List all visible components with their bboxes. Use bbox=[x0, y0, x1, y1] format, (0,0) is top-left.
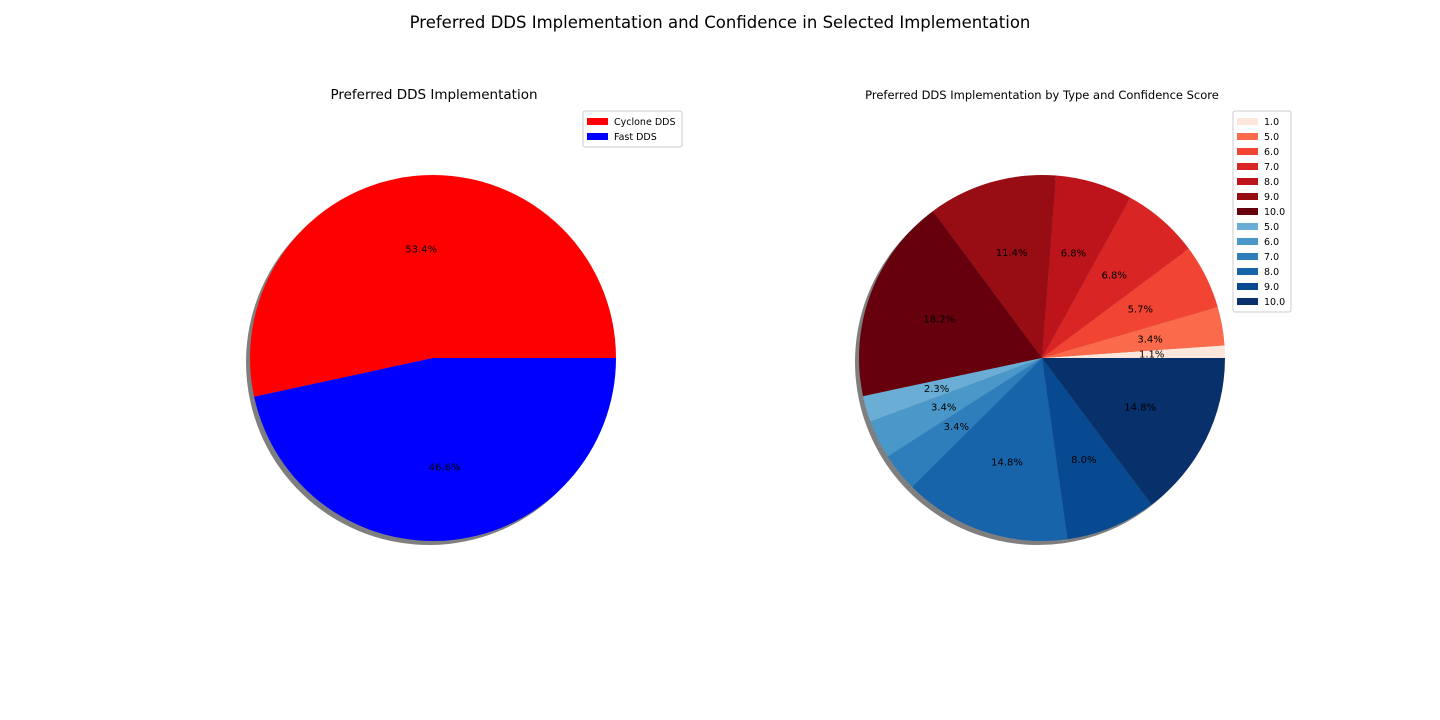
pie-1-legend-swatch-0 bbox=[1237, 118, 1258, 125]
pie-1-legend-swatch-8 bbox=[1237, 238, 1258, 245]
pie-0-slices bbox=[250, 175, 617, 542]
pie-1-pct-label-9: 3.4% bbox=[944, 422, 969, 433]
pie-1-slice-5 bbox=[932, 174, 1057, 358]
pie-1-slice-12 bbox=[1042, 358, 1225, 505]
pie-1-legend-swatch-6 bbox=[1237, 208, 1258, 215]
pie-0-legend-label-1: Fast DDS bbox=[614, 132, 657, 143]
pie-1-slice-1 bbox=[1042, 306, 1225, 358]
pie-0-legend-label-0: Cyclone DDS bbox=[614, 117, 675, 128]
pie-1-legend-label-11: 9.0 bbox=[1264, 282, 1279, 293]
pie-1-legend-swatch-3 bbox=[1237, 163, 1258, 170]
pie-1-pct-label-7: 2.3% bbox=[924, 384, 949, 395]
pie-0-slice-0 bbox=[250, 175, 617, 397]
pie-1-legend-swatch-9 bbox=[1237, 253, 1258, 260]
pie-1-legend: 1.0 5.0 6.0 7.0 8.0 9.0 10.0 5.0 6.0 7.0 8.0 9.0 10.… bbox=[1232, 110, 1292, 313]
pie-1-slices bbox=[858, 174, 1225, 542]
pie-1-legend-label-5: 9.0 bbox=[1264, 192, 1279, 203]
pie-1-slice-3 bbox=[1042, 197, 1189, 358]
pie-1-slice-8 bbox=[870, 358, 1042, 457]
pie-1-slice-11 bbox=[1042, 358, 1152, 540]
pie-1-legend-label-10: 8.0 bbox=[1264, 267, 1279, 278]
pie-1-pct-label-1: 3.4% bbox=[1137, 334, 1162, 345]
pie-chart-preferred-dds: Preferred DDS Implementation 53.4%46.6% … bbox=[246, 87, 683, 546]
pie-1-pct-label-12: 14.8% bbox=[1124, 403, 1156, 414]
pie-1-legend-label-4: 8.0 bbox=[1264, 177, 1279, 188]
pie-1-legend-swatch-2 bbox=[1237, 148, 1258, 155]
pie-1-legend-label-3: 7.0 bbox=[1264, 162, 1279, 173]
pie-1-slice-9 bbox=[887, 358, 1042, 487]
pie-1-legend-label-8: 6.0 bbox=[1264, 237, 1279, 248]
pie-1-legend-label-7: 5.0 bbox=[1264, 222, 1279, 233]
pie-1-pct-label-6: 18.2% bbox=[923, 315, 955, 326]
pie-1-legend-label-2: 6.0 bbox=[1264, 147, 1279, 158]
pie-0-pct-label-1: 46.6% bbox=[429, 463, 461, 474]
pie-1-slice-4 bbox=[1042, 175, 1131, 358]
pie-1-legend-label-9: 7.0 bbox=[1264, 252, 1279, 263]
pie-0-legend-swatch-1 bbox=[587, 133, 608, 140]
pie-1-legend-label-12: 10.0 bbox=[1264, 297, 1285, 308]
pie-1-legend-swatch-11 bbox=[1237, 283, 1258, 290]
pie-0-labels: 53.4% 46.6% bbox=[405, 244, 460, 473]
pie-1-pct-label-0: 1.1% bbox=[1139, 350, 1164, 361]
pie-0-legend: Cyclone DDS Fast DDS bbox=[582, 110, 683, 148]
pie-0-pct-label-0: 53.4% bbox=[405, 244, 437, 255]
pie-1-slice-6 bbox=[858, 211, 1042, 397]
pie-1-legend-label-0: 1.0 bbox=[1264, 117, 1279, 128]
pie-0-slice-1 bbox=[254, 358, 616, 542]
pie-1-pct-label-11: 8.0% bbox=[1071, 455, 1096, 466]
pie-1-legend-swatch-10 bbox=[1237, 268, 1258, 275]
pie-0-title: Preferred DDS Implementation bbox=[330, 87, 537, 103]
pie-1-pct-label-10: 14.8% bbox=[991, 458, 1023, 469]
pie-1-legend-swatch-7 bbox=[1237, 223, 1258, 230]
pie-1-pct-label-3: 6.8% bbox=[1101, 271, 1126, 282]
pie-1-legend-label-1: 5.0 bbox=[1264, 132, 1279, 143]
pie-1-pct-label-4: 6.8% bbox=[1061, 248, 1086, 259]
pie-1-legend-swatch-1 bbox=[1237, 133, 1258, 140]
pie-1-pct-label-5: 11.4% bbox=[996, 248, 1028, 259]
pie-1-legend-label-6: 10.0 bbox=[1264, 207, 1285, 218]
pie-chart-by-type-confidence: Preferred DDS Implementation by Type and… bbox=[854, 88, 1292, 546]
pie-1-title: Preferred DDS Implementation by Type and… bbox=[865, 88, 1219, 102]
pie-1-pct-label-2: 5.7% bbox=[1128, 305, 1153, 316]
pie-1-slice-7 bbox=[863, 358, 1042, 422]
pie-1-slice-2 bbox=[1042, 248, 1218, 358]
pie-1-pct-label-8: 3.4% bbox=[931, 402, 956, 413]
pie-1-labels: 1.1% 3.4% 5.7% 6.8% 6.8% 11.4% 18.2% 2.3% 3.4% 3.… bbox=[923, 248, 1164, 469]
pie-1-legend-swatch-4 bbox=[1237, 178, 1258, 185]
figure-title: Preferred DDS Implementation and Confide… bbox=[410, 13, 1031, 32]
pie-1-slice-0 bbox=[1042, 345, 1225, 358]
pie-1-legend-frame bbox=[1232, 110, 1292, 313]
pie-1-legend-swatch-12 bbox=[1237, 298, 1258, 305]
pie-1-slice-10 bbox=[912, 358, 1068, 542]
pie-0-legend-swatch-0 bbox=[587, 118, 608, 125]
pie-1-legend-swatch-5 bbox=[1237, 193, 1258, 200]
